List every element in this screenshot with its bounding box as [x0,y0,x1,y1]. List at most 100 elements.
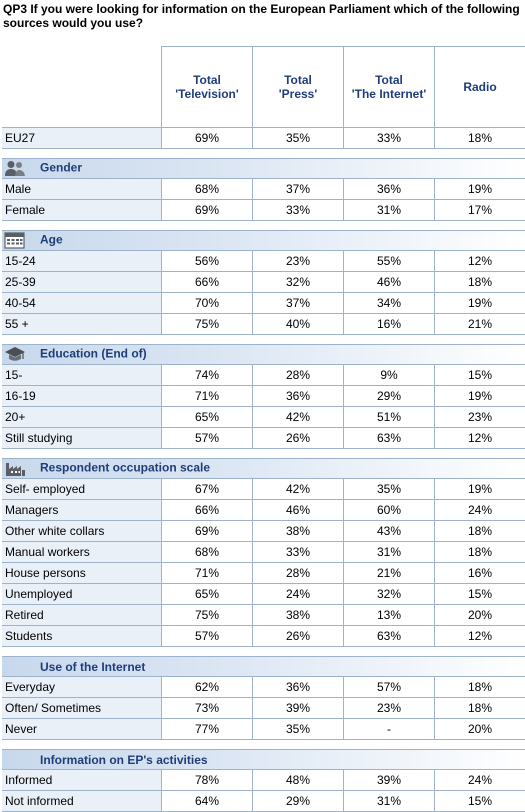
row-label: Unemployed [2,584,162,605]
row-label: EU27 [2,128,162,149]
row-label: Retired [2,605,162,626]
section-title: Respondent occupation scale [40,461,210,475]
cell-value: 71% [162,563,253,584]
cell-value: 63% [344,428,435,449]
cell-value: 69% [162,200,253,221]
cell-value: 37% [253,179,344,200]
cell-value: 32% [253,272,344,293]
cell-value: 31% [344,542,435,563]
column-header: Total'The Internet' [344,47,435,128]
cell-value: 12% [435,428,525,449]
cell-value: 66% [162,272,253,293]
cell-value: 57% [344,677,435,698]
cell-value: 20% [435,605,525,626]
cell-value: 35% [253,719,344,740]
cell-value: 31% [344,791,435,812]
cell-value: 67% [162,479,253,500]
section-title: Age [40,233,63,247]
cell-value: 18% [435,542,525,563]
section-title: Gender [40,161,82,175]
section-header-cell: Information on EP's activities [2,750,525,770]
calendar-icon [4,232,26,249]
section-header: Use of the Internet [2,657,525,677]
cell-value: 18% [435,521,525,542]
column-header-line: Total [344,73,434,87]
cell-value: 68% [162,179,253,200]
row-label: 25-39 [2,272,162,293]
row-label: Informed [2,770,162,791]
cell-value: 48% [253,770,344,791]
cell-value: 19% [435,386,525,407]
column-header: Total'Television' [162,47,253,128]
gap-cell [2,221,525,231]
table-row: 55 +75%40%16%21% [2,314,525,335]
section-header: Respondent occupation scale [2,459,525,479]
factory-icon [4,460,26,477]
results-table: Total'Television'Total'Press'Total'The I… [2,46,525,812]
section-gap [2,647,525,657]
cell-value: 19% [435,179,525,200]
cell-value: 42% [253,407,344,428]
cell-value: 42% [253,479,344,500]
row-label: Male [2,179,162,200]
cell-value: 56% [162,251,253,272]
section-gap [2,149,525,159]
section-header: Gender [2,159,525,179]
row-label: Students [2,626,162,647]
column-header: Radio [435,47,525,128]
cell-value: 70% [162,293,253,314]
section-header-cell: Use of the Internet [2,657,525,677]
column-header-line: Total [162,73,252,87]
gap-cell [2,449,525,459]
header-blank [2,47,162,128]
cell-value: 20% [435,719,525,740]
cell-value: 15% [435,365,525,386]
row-label: Self- employed [2,479,162,500]
cell-value: 24% [435,500,525,521]
cell-value: 21% [344,563,435,584]
cell-value: 18% [435,677,525,698]
row-label: Manual workers [2,542,162,563]
table-row: 15-74%28%9%15% [2,365,525,386]
cell-value: 24% [435,770,525,791]
column-header-line: Radio [435,80,525,94]
people-icon [4,160,26,177]
row-label: 15- [2,365,162,386]
cell-value: 28% [253,563,344,584]
cell-value: 18% [435,272,525,293]
cell-value: 66% [162,500,253,521]
table-title: QP3 If you were looking for information … [3,2,521,30]
cell-value: 31% [344,200,435,221]
cell-value: 26% [253,428,344,449]
gap-cell [2,647,525,657]
cell-value: 21% [435,314,525,335]
cell-value: 60% [344,500,435,521]
row-label: 40-54 [2,293,162,314]
cell-value: 36% [344,179,435,200]
row-label: 55 + [2,314,162,335]
cell-value: 51% [344,407,435,428]
section-header-cell: Gender [2,159,525,179]
column-header-line: 'Television' [162,87,252,101]
cell-value: 64% [162,791,253,812]
section-header: Age [2,231,525,251]
section-header: Information on EP's activities [2,750,525,770]
row-label: Managers [2,500,162,521]
cell-value: 75% [162,314,253,335]
cell-value: 37% [253,293,344,314]
cell-value: 77% [162,719,253,740]
cell-value: 34% [344,293,435,314]
cell-value: 78% [162,770,253,791]
cell-value: 16% [435,563,525,584]
gap-cell [2,335,525,345]
cell-value: 63% [344,626,435,647]
